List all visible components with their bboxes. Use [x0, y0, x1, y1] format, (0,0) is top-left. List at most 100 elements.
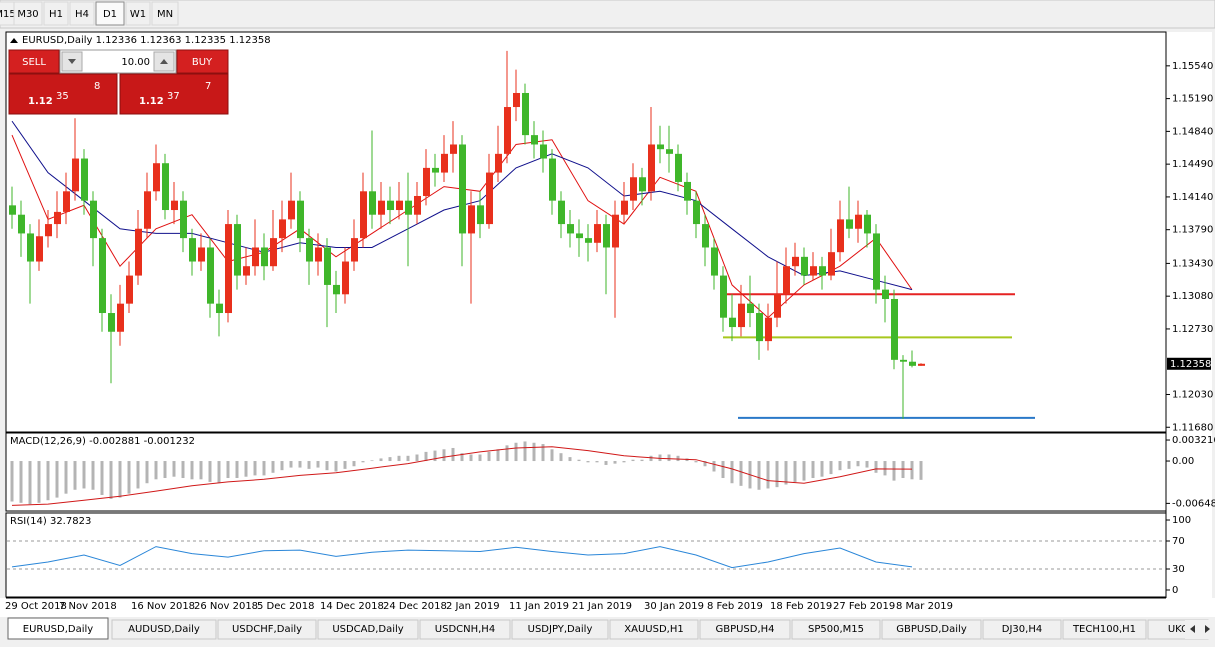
macd-bar	[451, 447, 455, 462]
timeframe-button[interactable]	[69, 1, 95, 26]
macd-bar	[127, 461, 131, 494]
macd-bar	[667, 454, 671, 462]
tab[interactable]	[317, 619, 419, 640]
price-box[interactable]	[8, 73, 118, 115]
price-big: 1.12	[28, 96, 53, 107]
tab-label: USDCNH,H4	[435, 624, 495, 635]
timeframe-label: M30	[17, 9, 38, 20]
date-axis	[0, 598, 1215, 617]
macd-bar	[397, 455, 401, 462]
price-big: 1.12	[139, 96, 164, 107]
macd-bar	[604, 461, 608, 465]
candle-body	[729, 317, 736, 328]
candle-body	[270, 238, 277, 267]
candle-body	[765, 317, 772, 342]
timeframe-button[interactable]	[95, 1, 125, 26]
macd-bar	[37, 461, 41, 503]
sell-button[interactable]	[8, 49, 60, 74]
tab[interactable]	[609, 619, 699, 640]
macd-bar	[73, 461, 77, 490]
tab-label: UKC	[1168, 624, 1188, 635]
timeframe-button[interactable]	[13, 1, 43, 26]
tab[interactable]	[7, 617, 109, 640]
tab[interactable]	[1062, 619, 1147, 640]
candle-body	[279, 219, 286, 239]
macd-bar	[658, 454, 662, 462]
candle-body	[738, 303, 745, 328]
tab[interactable]	[511, 619, 609, 640]
macd-bar	[91, 461, 95, 490]
macd-bar	[469, 454, 473, 462]
macd-bar	[505, 445, 509, 462]
candle-body	[558, 200, 565, 225]
x-tick-label: 11 Jan 2019	[509, 601, 569, 612]
tab[interactable]	[699, 619, 791, 640]
candle-body	[72, 158, 79, 192]
candle-body	[288, 200, 295, 220]
y-tick-label: 0	[1172, 585, 1178, 596]
candle-body	[333, 284, 340, 295]
candle-body	[396, 200, 403, 211]
macd-bar	[145, 461, 149, 484]
macd-bar	[190, 461, 194, 480]
macd-bar	[82, 461, 86, 489]
candle-body	[864, 214, 871, 234]
macd-bar	[415, 454, 419, 462]
macd-bar	[649, 455, 653, 462]
candle-body	[621, 200, 628, 215]
macd-bar	[919, 461, 923, 480]
price-box[interactable]	[119, 73, 229, 115]
buy-button[interactable]	[176, 49, 229, 74]
tab[interactable]	[111, 619, 217, 640]
tab[interactable]	[791, 619, 881, 640]
candle-body	[216, 303, 223, 314]
price-point: 7	[205, 81, 211, 92]
candle-body	[531, 135, 538, 145]
macd-bar	[460, 453, 464, 462]
candle-body	[324, 247, 331, 285]
tab-scroll[interactable]	[1185, 620, 1215, 639]
tab[interactable]	[217, 619, 317, 640]
x-tick-label: 27 Feb 2019	[833, 601, 895, 612]
timeframe-button[interactable]	[43, 1, 69, 26]
candle-body	[27, 233, 34, 262]
candle-body	[549, 158, 556, 201]
candle-body	[441, 153, 448, 173]
y-tick-label: 1.12730	[1172, 324, 1213, 335]
y-tick-label: 30	[1172, 564, 1185, 575]
macd-bar	[307, 461, 311, 469]
timeframe-button[interactable]	[125, 1, 151, 26]
timeframe-button[interactable]	[151, 1, 179, 26]
candle-body	[243, 266, 250, 276]
y-tick-label: 1.11680	[1172, 422, 1213, 433]
candle-body	[306, 238, 313, 262]
candle-body	[405, 200, 412, 215]
macd-bar	[883, 461, 887, 476]
macd-bar	[910, 461, 914, 480]
y-tick-label: 0.00	[1172, 456, 1194, 467]
candle-body	[198, 247, 205, 262]
candle-body	[486, 172, 493, 225]
y-tick-label: 100	[1172, 515, 1191, 526]
tab[interactable]	[982, 619, 1062, 640]
y-tick-label: 1.13430	[1172, 258, 1213, 269]
volume-box[interactable]	[59, 49, 177, 74]
tab[interactable]	[419, 619, 511, 640]
tab[interactable]	[881, 619, 982, 640]
macd-bar	[631, 459, 635, 462]
tab-label: SP500,M15	[808, 624, 864, 635]
macd-bar	[226, 461, 230, 479]
candle-body	[828, 252, 835, 276]
x-tick-label: 8 Mar 2019	[896, 601, 953, 612]
macd-bar	[181, 461, 185, 479]
candle-body	[837, 219, 844, 253]
candle-body	[711, 247, 718, 276]
tab-label: DJ30,H4	[1002, 624, 1042, 635]
macd-bar	[442, 449, 446, 462]
volume-value: 10.00	[121, 57, 150, 68]
macd-bar	[280, 461, 284, 471]
candle-body	[801, 256, 808, 276]
macd-bar	[568, 457, 572, 462]
y-tick-label: 1.13790	[1172, 225, 1213, 236]
